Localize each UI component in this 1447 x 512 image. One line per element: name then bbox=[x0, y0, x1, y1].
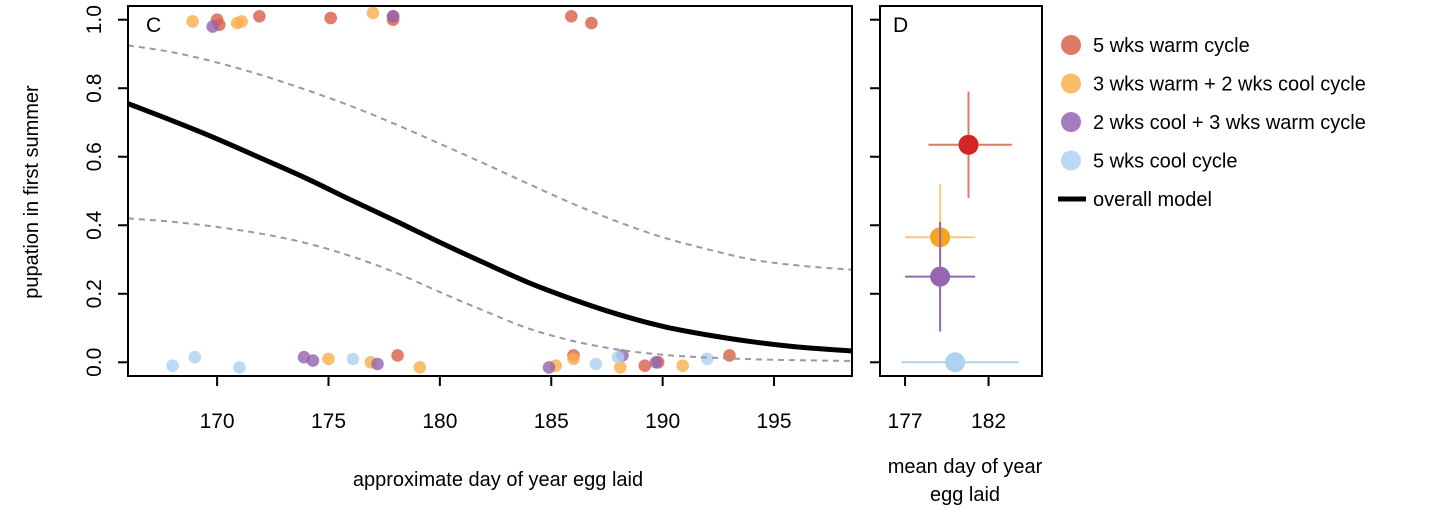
data-point bbox=[589, 357, 603, 371]
data-point bbox=[206, 20, 219, 33]
legend-swatch bbox=[1061, 150, 1081, 171]
panel-c-plot-layer bbox=[128, 6, 852, 374]
x-tick-label: 177 bbox=[888, 410, 923, 433]
data-point bbox=[723, 349, 736, 362]
legend-item: 2 wks cool + 3 wks warm cycle bbox=[1061, 112, 1366, 134]
legend-swatch bbox=[1061, 112, 1081, 132]
x-tick-label: 195 bbox=[757, 410, 792, 433]
data-point bbox=[371, 357, 384, 371]
data-point bbox=[565, 9, 578, 23]
panel-c-plot-area bbox=[128, 6, 852, 374]
data-point bbox=[322, 352, 335, 366]
mean-point-group bbox=[905, 221, 976, 332]
y-tick-label: 1.0 bbox=[83, 5, 106, 34]
panel-c: C 170 175 180 185 190 195 0.00.20.40.60.81.0 … bbox=[21, 5, 853, 491]
panel-d-frame bbox=[879, 5, 1043, 377]
data-point bbox=[188, 350, 202, 364]
legend-label: 5 wks warm cycle bbox=[1093, 35, 1250, 57]
panel-c-frame bbox=[127, 5, 853, 377]
y-tick-label: 0.6 bbox=[83, 142, 106, 171]
mean-point bbox=[945, 352, 966, 373]
panel-d-x-axis-title: mean day of year egg laid bbox=[888, 456, 1043, 506]
data-point bbox=[346, 352, 360, 366]
x-tick-label: 190 bbox=[645, 410, 680, 433]
data-point bbox=[166, 359, 179, 373]
legend-label: 5 wks cool cycle bbox=[1093, 151, 1238, 173]
mean-point-group bbox=[901, 352, 1019, 373]
data-point bbox=[700, 352, 714, 366]
panel-d: D 177 182 mean day of year egg laid bbox=[870, 5, 1043, 506]
legend-swatch bbox=[1061, 35, 1081, 55]
panel-c-label: C bbox=[146, 14, 161, 37]
panel-d-plot-layer bbox=[870, 18, 1019, 373]
data-point bbox=[324, 11, 338, 25]
x-tick-label: 175 bbox=[311, 410, 346, 433]
x-tick-label: 185 bbox=[534, 410, 569, 433]
panel-c-y-axis: 0.0 0.2 0.4 0.6 0.8 1.0 bbox=[83, 5, 128, 377]
data-point bbox=[542, 361, 556, 374]
legend-swatch bbox=[1061, 73, 1081, 94]
data-point bbox=[235, 15, 248, 28]
confidence-upper-line bbox=[128, 44, 852, 271]
mean-point bbox=[958, 134, 979, 155]
legend-label: 2 wks cool + 3 wks warm cycle bbox=[1093, 112, 1366, 134]
x-tick-label: 170 bbox=[200, 410, 235, 433]
y-tick-label: 0.8 bbox=[83, 74, 106, 103]
data-point bbox=[649, 356, 663, 369]
x-tick-label: 182 bbox=[971, 410, 1006, 433]
data-point bbox=[585, 16, 598, 30]
panel-c-y-axis-title: pupation in first summer bbox=[21, 85, 43, 299]
data-point bbox=[638, 359, 652, 373]
legend-label: 3 wks warm + 2 wks cool cycle bbox=[1093, 74, 1366, 96]
data-point bbox=[611, 350, 625, 364]
model-fit-line bbox=[128, 101, 852, 354]
legend-item: overall model bbox=[1058, 189, 1212, 211]
data-point bbox=[676, 359, 689, 373]
mean-point-group bbox=[928, 91, 1012, 198]
panel-c-x-axis-title: approximate day of year egg laid bbox=[353, 469, 643, 491]
data-point bbox=[186, 15, 199, 28]
legend-item: 5 wks cool cycle bbox=[1061, 150, 1238, 173]
data-point bbox=[413, 361, 427, 374]
y-tick-label: 0.0 bbox=[83, 348, 106, 377]
panel-d-label: D bbox=[893, 14, 908, 37]
legend-item: 3 wks warm + 2 wks cool cycle bbox=[1061, 73, 1366, 96]
panel-c-x-axis: 170 175 180 185 190 195 bbox=[200, 376, 792, 433]
mean-point bbox=[930, 266, 951, 287]
data-point bbox=[567, 352, 580, 366]
data-point bbox=[614, 361, 627, 374]
data-point bbox=[306, 354, 320, 367]
data-point bbox=[233, 361, 246, 374]
data-point bbox=[366, 6, 380, 20]
legend-item: 5 wks warm cycle bbox=[1061, 35, 1250, 57]
data-point bbox=[386, 9, 400, 23]
data-point bbox=[391, 349, 404, 362]
panel-d-x-axis: 177 182 bbox=[888, 376, 1006, 433]
y-tick-label: 0.4 bbox=[83, 210, 106, 240]
x-tick-label: 180 bbox=[422, 410, 457, 433]
y-tick-label: 0.2 bbox=[83, 279, 106, 308]
legend-label: overall model bbox=[1093, 189, 1212, 211]
confidence-lower-line bbox=[128, 217, 852, 362]
data-point bbox=[253, 9, 266, 23]
legend: 5 wks warm cycle 3 wks warm + 2 wks cool … bbox=[1058, 35, 1366, 211]
